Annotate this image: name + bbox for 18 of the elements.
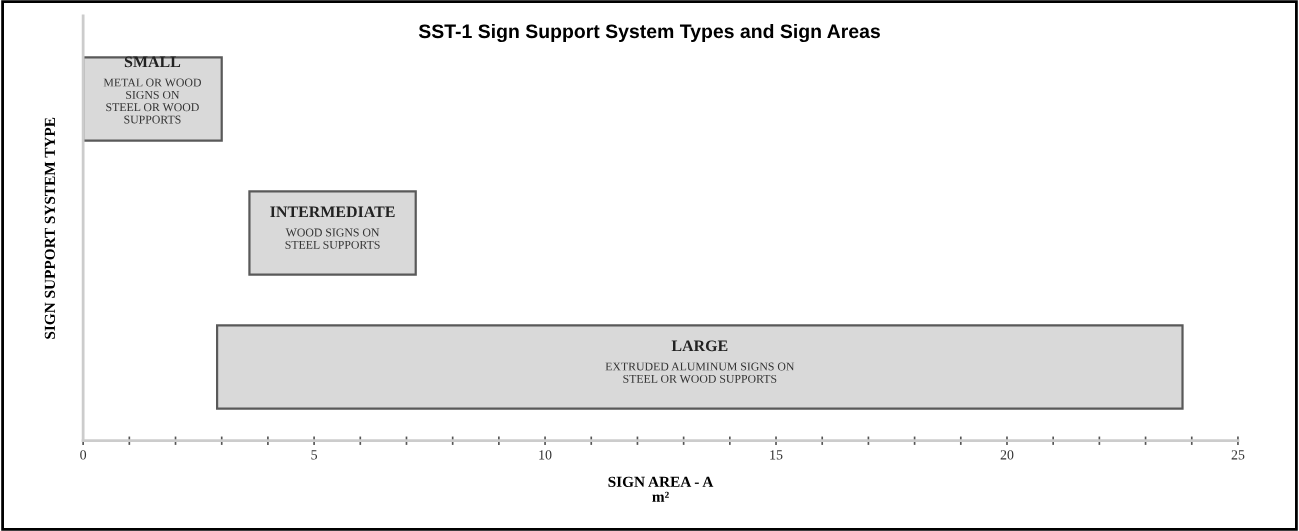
annotation: WOOD SIGNS ON STEEL SUPPORTS xyxy=(285,228,380,249)
x-tick-label: 0 xyxy=(80,450,87,460)
annotation: METAL OR WOOD SIGNS ON STEEL OR WOOD SUPPORTS xyxy=(103,78,201,124)
x-tick-label: 15 xyxy=(770,450,783,460)
y-tick-label: SMALL xyxy=(124,56,181,68)
x-tick-label: 25 xyxy=(1231,450,1245,460)
x-tick-label: 5 xyxy=(311,450,318,460)
x-tick-label: 10 xyxy=(539,450,552,460)
annotation: EXTRUDED ALUMINUM SIGNS ON STEEL OR WOOD SUPPORTS xyxy=(605,362,795,383)
bar xyxy=(83,56,223,142)
x-axis-title: SIGN AREA - A m² xyxy=(608,476,714,502)
y-axis-title: SIGN SUPPORT SYSTEM TYPE xyxy=(44,117,56,339)
x-tick-label: 20 xyxy=(1000,450,1014,460)
bar xyxy=(215,324,1184,410)
chart-title: SST-1 Sign Support System Types and Sign Areas xyxy=(418,23,880,43)
y-tick-label: LARGE xyxy=(671,340,728,352)
bar xyxy=(248,190,417,276)
y-tick-label: INTERMEDIATE xyxy=(270,206,395,218)
